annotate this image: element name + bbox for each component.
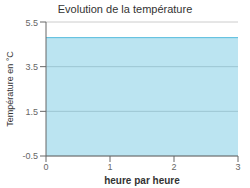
svg-text:2: 2: [171, 162, 176, 172]
svg-text:1: 1: [107, 162, 112, 172]
svg-text:Température en °C: Température en °C: [8, 51, 15, 127]
svg-text:-0.5: -0.5: [22, 151, 38, 161]
html-text:Evolution de la température: Evolution de la température: [57, 3, 193, 15]
svg-text:0: 0: [43, 162, 48, 172]
svg-text:3.5: 3.5: [25, 62, 38, 72]
svg-text:1.5: 1.5: [25, 107, 38, 117]
svg-text:3: 3: [235, 162, 240, 172]
svg-text:heure par heure: heure par heure: [104, 175, 180, 186]
svg-text:5.5: 5.5: [25, 18, 38, 28]
